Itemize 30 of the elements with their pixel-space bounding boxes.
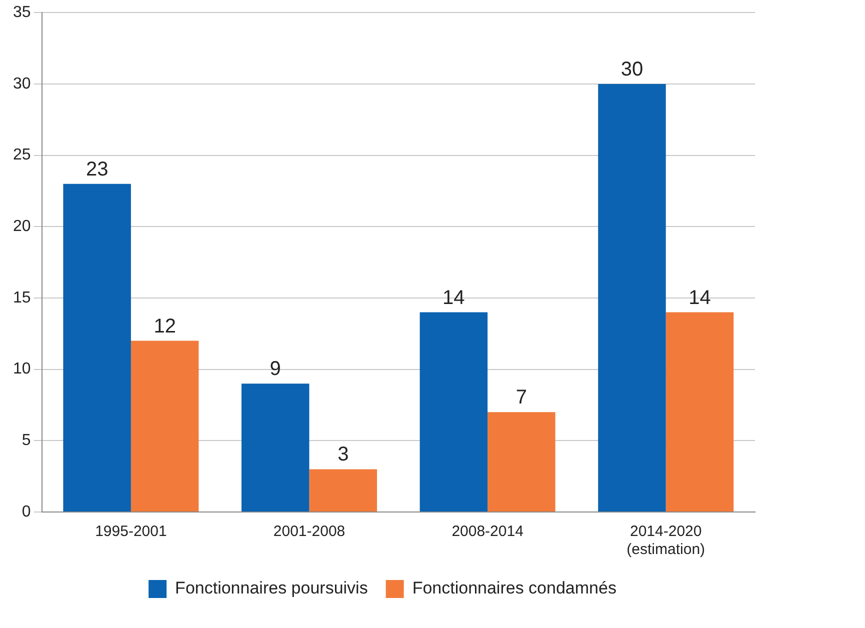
legend-label: Fonctionnaires poursuivis	[175, 578, 368, 598]
bar	[598, 84, 666, 512]
y-tick-label: 25	[13, 146, 31, 164]
x-tick-label: 2001-2008	[273, 523, 346, 540]
data-label: 12	[154, 315, 176, 338]
y-tick-label: 30	[13, 75, 31, 92]
y-tick-label: 0	[22, 503, 31, 520]
data-label: 7	[516, 386, 527, 409]
x-tick-label: 2014-2020 (estimation)	[626, 523, 706, 558]
x-tick-label: 2008-2014	[452, 523, 524, 540]
bar	[420, 312, 488, 512]
y-tick-label: 5	[22, 432, 31, 450]
y-tick-label: 10	[13, 360, 31, 378]
bar	[309, 469, 378, 512]
bar	[130, 340, 199, 512]
bar	[241, 384, 310, 512]
y-tick-label: 35	[13, 4, 31, 22]
data-label: 3	[338, 444, 349, 466]
bar	[63, 184, 131, 512]
data-label: 14	[442, 286, 465, 309]
y-tick-label: 20	[13, 218, 31, 236]
x-tick-label: 1995-2001	[95, 523, 167, 540]
data-label: 30	[620, 58, 644, 80]
bar	[666, 312, 734, 512]
data-label: 23	[86, 158, 108, 180]
legend-label: Fonctionnaires condamnés	[412, 578, 616, 598]
data-label: 14	[688, 286, 711, 309]
data-label: 9	[270, 358, 281, 380]
bar	[488, 412, 556, 512]
y-tick-label: 15	[13, 289, 31, 306]
